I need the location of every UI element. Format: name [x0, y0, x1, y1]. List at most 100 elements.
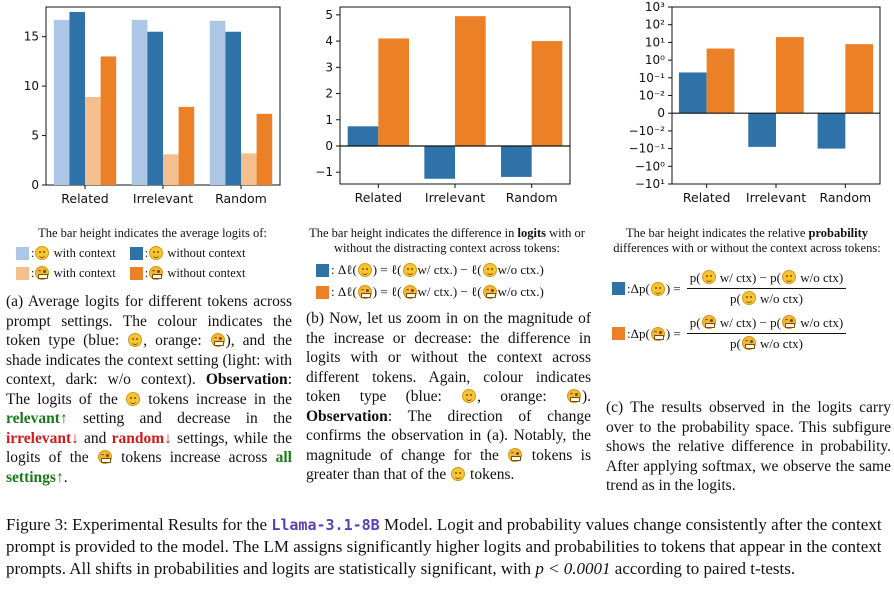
swatch-dark-orange: [129, 266, 143, 280]
bar: [347, 126, 379, 146]
x-tick-label: Related: [61, 191, 108, 206]
y-tick-label: 15: [24, 30, 39, 44]
smile-emoji-icon: [357, 263, 372, 277]
y-tick-label: 5: [31, 129, 39, 143]
swatch-light-orange: [16, 266, 29, 280]
bar: [69, 11, 85, 186]
y-tick-label: 10³: [645, 0, 665, 14]
x-tick-label: Related: [355, 190, 402, 205]
y-tick-label: 10²: [645, 18, 665, 32]
y-tick-label: 4: [325, 34, 333, 48]
y-tick-label: −10⁰: [635, 159, 665, 173]
bar: [131, 19, 148, 185]
grimace-emoji-icon: [650, 326, 665, 341]
smile-emoji-icon: [402, 263, 417, 277]
subcaption-a: (a) Average logits for different tokens …: [6, 293, 292, 486]
y-tick-label: 0: [325, 139, 333, 153]
bar: [424, 145, 455, 179]
legend-a: The bar height indicates the average log…: [10, 226, 295, 283]
y-tick-label: 10⁻²: [639, 89, 666, 103]
smile-emoji-icon: [462, 389, 477, 403]
smile-emoji-icon: [451, 467, 466, 481]
subcaption-b: (b) Now, let us zoom in on the magnitude…: [306, 310, 592, 483]
y-tick-label: 2: [325, 87, 333, 101]
chart-c: 10³ 10² 10¹ 10⁰ 10⁻¹ 10⁻² 0 −10⁻² −10⁻¹ −10⁰ −10¹ R…: [629, 0, 881, 205]
grimace-emoji-icon: [508, 447, 523, 462]
smile-emoji-icon: [650, 281, 665, 296]
y-tick-label: 0: [31, 178, 39, 192]
grimace-emoji-icon: [210, 333, 225, 347]
y-tick-label: −10¹: [635, 177, 665, 191]
legend-c: The bar height indicates the relative pr…: [600, 226, 894, 352]
grimace-emoji-icon: [357, 285, 372, 299]
bar: [678, 72, 707, 114]
legend-c-title: The bar height indicates the relative pr…: [613, 226, 881, 255]
y-tick-label: 5: [325, 8, 333, 22]
bar: [178, 106, 195, 185]
bar: [209, 20, 226, 185]
bar: [163, 154, 179, 185]
y-tick-label: 0: [657, 106, 665, 120]
smile-emoji-icon: [741, 291, 756, 305]
x-tick-label: Random: [215, 191, 267, 206]
grimace-emoji-icon: [35, 266, 50, 280]
chart-a: 0 5 10 15 Related Irrelevant Random: [24, 6, 281, 206]
x-tick-label: Related: [683, 190, 730, 205]
y-tick-label: −10⁻²: [629, 124, 666, 138]
legend-b-title: The bar height indicates the difference …: [309, 226, 585, 255]
smile-emoji-icon: [701, 270, 716, 284]
bar: [85, 96, 101, 185]
formula-prob-orange: : Δp() = p( w/ ctx) − p( w/o ctx) p( w/o c…: [612, 315, 894, 352]
bar: [53, 19, 70, 185]
bar: [706, 48, 735, 114]
bar: [100, 56, 117, 185]
x-tick-label: Irrelevant: [746, 190, 806, 205]
x-tick-label: Random: [819, 190, 871, 205]
bar: [455, 16, 486, 146]
y-tick-label: 10⁰: [645, 53, 665, 67]
figure-caption: Figure 3: Experimental Results for the L…: [6, 515, 882, 578]
grimace-emoji-icon: [149, 266, 164, 280]
grimace-emoji-icon: [781, 315, 796, 329]
bar: [256, 113, 273, 185]
smile-emoji-icon: [126, 391, 141, 406]
y-tick-label: −1: [315, 165, 333, 179]
legend-label: with context: [53, 245, 116, 260]
legend-label: without context: [167, 245, 246, 260]
y-tick-label: 10: [24, 79, 39, 93]
y-tick-label: 10¹: [645, 35, 665, 49]
swatch-dark-blue: [129, 246, 143, 260]
swatch-light-blue: [16, 246, 29, 260]
grimace-emoji-icon: [566, 389, 581, 403]
grimace-emoji-icon: [701, 315, 716, 329]
legend-label: with context: [53, 265, 116, 280]
y-tick-label: 1: [325, 113, 333, 127]
smile-emoji-icon: [35, 246, 50, 260]
grimace-emoji-icon: [741, 336, 756, 350]
x-tick-label: Irrelevant: [425, 190, 485, 205]
y-tick-label: −10⁻¹: [629, 142, 666, 156]
bar: [501, 145, 532, 177]
legend-a-title: The bar height indicates the average log…: [38, 226, 267, 240]
y-tick-label: 3: [325, 60, 333, 74]
bar: [147, 31, 163, 185]
smile-emoji-icon: [781, 270, 796, 284]
formula-blue: : Δℓ() = ℓ( w/ ctx.) − ℓ( w/o ctx.): [316, 260, 592, 280]
legend-label: without context: [167, 265, 246, 280]
bar: [241, 153, 257, 185]
grimace-emoji-icon: [402, 285, 417, 299]
legend-b: The bar height indicates the difference …: [302, 226, 592, 302]
bar: [845, 44, 874, 114]
bar: [817, 113, 846, 149]
smile-emoji-icon: [482, 263, 497, 277]
bar: [378, 38, 409, 146]
grimace-emoji-icon: [97, 450, 112, 464]
bar: [776, 37, 804, 114]
smile-emoji-icon: [149, 246, 164, 260]
formula-prob-blue: : Δp() = p( w/ ctx) − p( w/o ctx) p( w/o c…: [612, 270, 894, 307]
x-tick-label: Irrelevant: [133, 191, 193, 206]
bar: [531, 41, 563, 146]
bar: [225, 31, 241, 185]
chart-b: −1 0 1 2 3 4 5 Related Irrelevant Random: [315, 6, 571, 205]
bar: [748, 113, 776, 147]
